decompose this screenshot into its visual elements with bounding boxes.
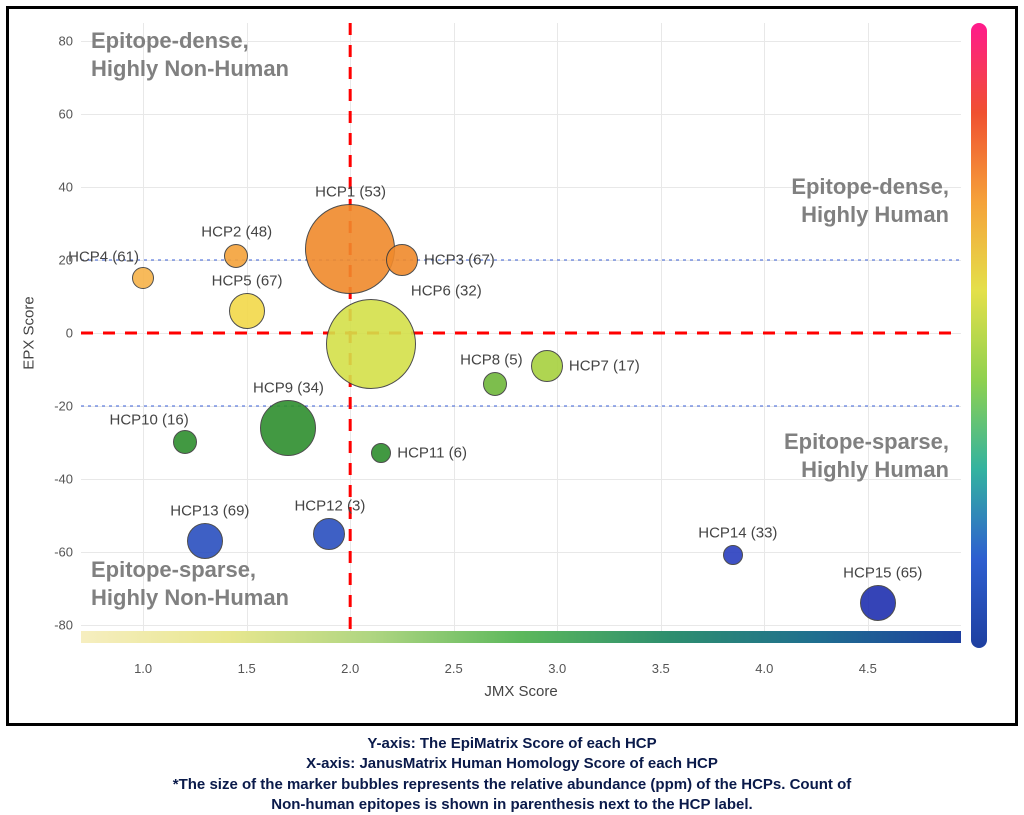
quadrant-label-bottom-left: Epitope-sparse, Highly Non-Human bbox=[91, 556, 289, 611]
y-tick-label: -20 bbox=[43, 398, 73, 413]
quadrant-line2: Highly Human bbox=[784, 456, 949, 484]
caption-line: *The size of the marker bubbles represen… bbox=[30, 775, 994, 795]
bubble-hcp14 bbox=[723, 545, 743, 565]
y-tick-label: -40 bbox=[43, 471, 73, 486]
quadrant-label-bottom-right: Epitope-sparse, Highly Human bbox=[784, 428, 949, 483]
y-tick-label: 20 bbox=[43, 253, 73, 268]
bubble-hcp5 bbox=[229, 293, 265, 329]
chart-frame: HCP1 (53) HCP2 (48) HCP3 (67) HCP4 (61) HCP5… bbox=[6, 6, 1018, 726]
caption-line: Non-human epitopes is shown in parenthes… bbox=[30, 795, 994, 815]
quadrant-line2: Highly Non-Human bbox=[91, 55, 289, 83]
y-tick-label: -60 bbox=[43, 544, 73, 559]
x-tick-label: 3.5 bbox=[652, 661, 670, 676]
figure-root: HCP1 (53) HCP2 (48) HCP3 (67) HCP4 (61) HCP5… bbox=[0, 0, 1024, 813]
bubble-hcp11 bbox=[371, 443, 391, 463]
bubble-label-hcp14: HCP14 (33) bbox=[698, 525, 777, 542]
x-axis-title: JMX Score bbox=[484, 683, 557, 700]
bubble-label-hcp2: HCP2 (48) bbox=[201, 224, 272, 241]
caption-line: X-axis: JanusMatrix Human Homology Score… bbox=[30, 754, 994, 774]
quadrant-line1: Epitope-dense, bbox=[791, 173, 949, 201]
y-tick-label: -80 bbox=[43, 617, 73, 632]
y-tick-label: 60 bbox=[43, 107, 73, 122]
bubble-label-hcp10: HCP10 (16) bbox=[110, 412, 189, 429]
plot-area: HCP1 (53)HCP2 (48)HCP3 (67)HCP4 (61)HCP5… bbox=[81, 23, 961, 643]
bubble-hcp12 bbox=[313, 518, 345, 550]
y-axis-title: EPX Score bbox=[21, 296, 38, 369]
x-tick-label: 4.5 bbox=[859, 661, 877, 676]
quadrant-line1: Epitope-sparse, bbox=[784, 428, 949, 456]
bubble-hcp13 bbox=[187, 523, 223, 559]
y-tick-label: 80 bbox=[43, 34, 73, 49]
quadrant-label-top-left: Epitope-dense, Highly Non-Human bbox=[91, 27, 289, 82]
quadrant-line1: Epitope-dense, bbox=[91, 27, 289, 55]
bubble-label-hcp12: HCP12 (3) bbox=[294, 497, 365, 514]
caption-line: Y-axis: The EpiMatrix Score of each HCP bbox=[30, 734, 994, 754]
x-tick-label: 1.0 bbox=[134, 661, 152, 676]
x-tick-label: 2.5 bbox=[445, 661, 463, 676]
bubble-label-hcp15: HCP15 (65) bbox=[843, 564, 922, 581]
bubble-label-hcp3: HCP3 (67) bbox=[424, 252, 495, 269]
bubble-label-hcp6: HCP6 (32) bbox=[411, 282, 482, 299]
bubble-hcp2 bbox=[224, 244, 248, 268]
x-tick-label: 2.0 bbox=[341, 661, 359, 676]
bubble-label-hcp9: HCP9 (34) bbox=[253, 379, 324, 396]
bubble-label-hcp8: HCP8 (5) bbox=[460, 352, 523, 369]
quadrant-label-top-right: Epitope-dense, Highly Human bbox=[791, 173, 949, 228]
bubble-label-hcp11: HCP11 (6) bbox=[397, 445, 467, 462]
bubble-hcp15 bbox=[860, 585, 896, 621]
bubble-label-hcp1: HCP1 (53) bbox=[315, 184, 386, 201]
x-tick-label: 1.5 bbox=[238, 661, 256, 676]
bubble-label-hcp5: HCP5 (67) bbox=[212, 273, 283, 290]
bubble-hcp4 bbox=[132, 267, 154, 289]
bubble-hcp8 bbox=[483, 372, 507, 396]
figure-caption: Y-axis: The EpiMatrix Score of each HCP … bbox=[0, 734, 1024, 815]
bubble-label-hcp7: HCP7 (17) bbox=[569, 357, 640, 374]
colorbar-horizontal bbox=[81, 631, 961, 643]
bubble-hcp7 bbox=[531, 350, 563, 382]
bubble-hcp9 bbox=[260, 400, 316, 456]
bubble-hcp10 bbox=[173, 430, 197, 454]
bubble-label-hcp4: HCP4 (61) bbox=[68, 249, 139, 266]
quadrant-line1: Epitope-sparse, bbox=[91, 556, 289, 584]
x-tick-label: 4.0 bbox=[755, 661, 773, 676]
bubble-hcp1 bbox=[305, 204, 395, 294]
quadrant-line2: Highly Human bbox=[791, 201, 949, 229]
quadrant-line2: Highly Non-Human bbox=[91, 584, 289, 612]
x-tick-label: 3.0 bbox=[548, 661, 566, 676]
bubble-hcp6 bbox=[326, 299, 416, 389]
bubble-label-hcp13: HCP13 (69) bbox=[170, 502, 249, 519]
bubble-hcp3 bbox=[386, 244, 418, 276]
y-tick-label: 0 bbox=[43, 326, 73, 341]
y-tick-label: 40 bbox=[43, 180, 73, 195]
colorbar-vertical bbox=[971, 23, 987, 648]
